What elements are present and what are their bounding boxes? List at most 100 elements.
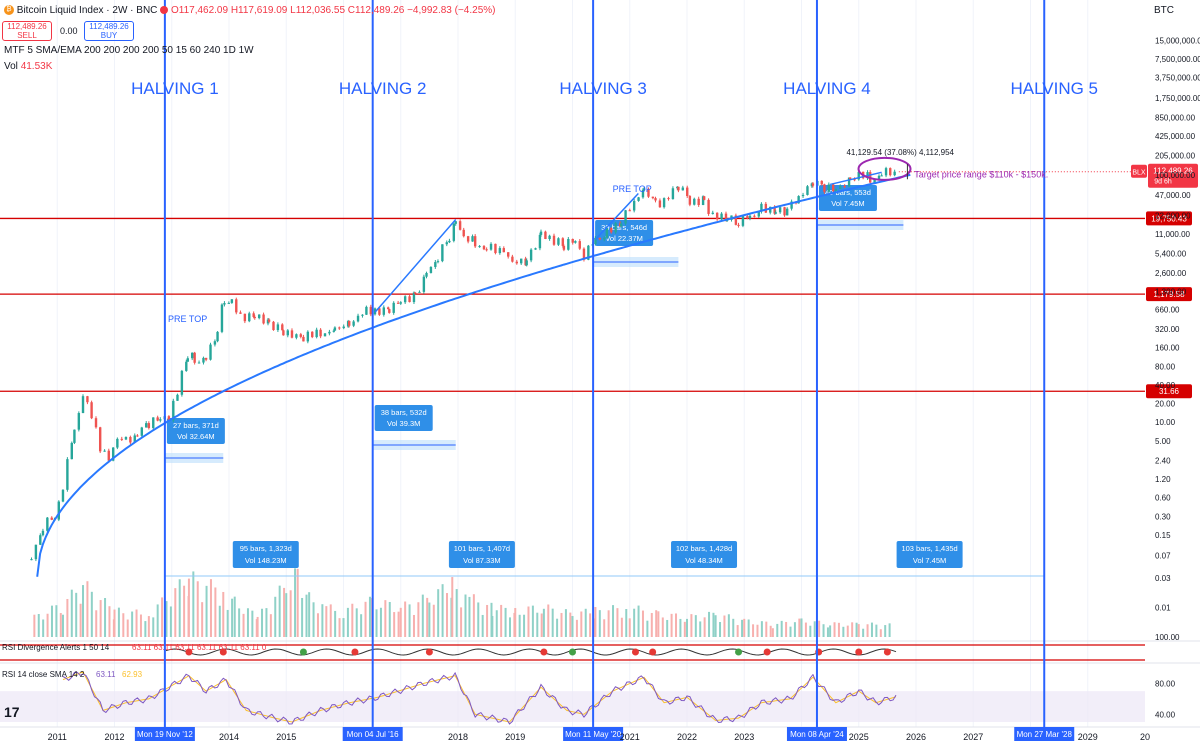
volume-bar xyxy=(833,622,836,637)
volume-bar xyxy=(437,589,440,637)
candle-body xyxy=(452,223,456,241)
candle-body xyxy=(843,186,846,188)
volume-bar xyxy=(650,612,653,637)
volume-legend[interactable]: Vol 41.53K xyxy=(4,61,52,72)
trend-line-2025 xyxy=(829,171,882,186)
volume-bar xyxy=(66,598,69,637)
countdown-label: 9d 6h xyxy=(1154,179,1172,186)
candle-body xyxy=(760,203,763,212)
volume-bars xyxy=(33,568,891,637)
candle-body xyxy=(677,186,680,191)
tradingview-logo[interactable]: 17 xyxy=(4,704,20,720)
symbol-legend[interactable]: ₿ Bitcoin Liquid Index · 2W · BNC O117,4… xyxy=(4,5,496,16)
candle-body xyxy=(136,435,139,437)
volume-bar xyxy=(399,607,402,637)
volume-bar xyxy=(169,606,172,637)
volume-bar xyxy=(798,618,801,637)
candle-body xyxy=(598,237,602,240)
sell-button[interactable]: 112,489.26 SELL xyxy=(2,21,52,41)
rsi-tick-label: 100.00 xyxy=(1155,633,1180,642)
volume-bar xyxy=(589,613,592,637)
price-series xyxy=(30,166,896,562)
candle-body xyxy=(637,197,640,201)
candle-body xyxy=(116,438,119,448)
growth-arc[interactable] xyxy=(36,171,911,577)
candle-body xyxy=(525,260,528,266)
time-tick-label: 2029 xyxy=(1078,732,1098,742)
candle-body xyxy=(720,213,723,220)
volume-bar xyxy=(518,614,521,637)
divergence-dot xyxy=(299,648,307,656)
price-tick-label: 100,000.00 xyxy=(1155,171,1196,180)
candle-body xyxy=(658,200,662,208)
price-tick-label: 22,000.00 xyxy=(1155,212,1191,221)
time-tick-label: 2019 xyxy=(505,732,525,742)
price-tick-label: 1,300.00 xyxy=(1155,287,1187,296)
rsi-zone xyxy=(0,691,1145,722)
halving-date-tag xyxy=(342,727,403,741)
candle-body xyxy=(434,262,437,267)
candle-body xyxy=(746,216,749,219)
candle-body xyxy=(544,231,547,240)
candle-body xyxy=(235,299,238,313)
candle-body xyxy=(152,417,155,429)
candle-body xyxy=(111,447,115,461)
price-tick-label: 40.00 xyxy=(1155,381,1176,390)
candle-body xyxy=(839,186,842,189)
candle-body xyxy=(356,315,360,322)
volume-bar xyxy=(743,618,746,637)
ma-indicator-legend[interactable]: MTF 5 SMA/EMA 200 200 200 200 50 15 60 2… xyxy=(4,45,254,56)
volume-bar xyxy=(144,621,147,637)
volume-bar xyxy=(666,619,669,637)
volume-bar xyxy=(477,602,480,637)
candle-body xyxy=(811,183,815,186)
price-tick-label: 205,000.00 xyxy=(1155,152,1196,161)
candle-body xyxy=(701,196,705,206)
measure-tools[interactable]: 27 bars, 371d Vol 32.64M 38 bars, 532d Vol … xyxy=(164,185,1045,577)
price-tick-label: 5,400.00 xyxy=(1155,249,1187,258)
measure-text: 39 bars, 546d xyxy=(601,223,647,232)
volume-bar xyxy=(620,617,623,637)
candle-body xyxy=(369,306,373,315)
volume-bar xyxy=(736,625,739,637)
target-range-label: Target price range $110k - $150k. xyxy=(914,170,1048,180)
volume-bar xyxy=(703,617,706,637)
volume-bar xyxy=(432,604,435,637)
candle-body xyxy=(365,306,368,315)
buy-button[interactable]: 112,489.26 BUY xyxy=(84,21,134,41)
price-tick-label: 160.00 xyxy=(1155,344,1180,353)
candle-body xyxy=(734,215,738,225)
time-tick-label: 2015 xyxy=(276,732,296,742)
volume-bar xyxy=(325,606,328,637)
candle-body xyxy=(103,450,106,452)
candle-body xyxy=(311,331,314,338)
candle-body xyxy=(548,235,551,240)
volume-bar xyxy=(628,618,631,637)
time-axis[interactable]: 2011 2012 2014 2015 2018 2019 2021 2022 2023 2025… xyxy=(48,732,1150,742)
volume-value: 41.53K xyxy=(20,61,53,72)
price-axis[interactable]: 15,000,000.00 7,500,000.00 3,750,000.00 1,7… xyxy=(1155,36,1200,719)
volume-bar xyxy=(580,611,583,637)
volume-bar xyxy=(75,592,78,637)
volume-bar xyxy=(809,625,812,637)
volume-bar xyxy=(192,571,195,637)
level-tag xyxy=(1146,211,1192,226)
volume-bar xyxy=(305,594,308,637)
volume-bar xyxy=(55,605,58,637)
measure-text: Vol 39.3M xyxy=(387,419,420,428)
volume-bar xyxy=(174,588,177,637)
volume-bar xyxy=(384,600,387,637)
volume-bar xyxy=(607,610,610,637)
volume-bar xyxy=(837,622,840,637)
horizontal-levels[interactable]: 19,750.43 1,179.58 31.66 BLX 112,489.26 9d 6h xyxy=(0,163,1198,399)
volume-bar xyxy=(813,621,816,637)
divergence-dot xyxy=(569,648,576,656)
volume-bar xyxy=(135,609,138,637)
halving-lines[interactable]: HALVING 1 Mon 19 Nov '12 HALVING 2 Mon 04 J… xyxy=(131,0,1098,741)
candle-body xyxy=(662,198,666,208)
candle-body xyxy=(889,168,892,176)
candle-body xyxy=(441,244,444,262)
candle-body xyxy=(425,272,428,277)
volume-bar xyxy=(278,585,281,637)
